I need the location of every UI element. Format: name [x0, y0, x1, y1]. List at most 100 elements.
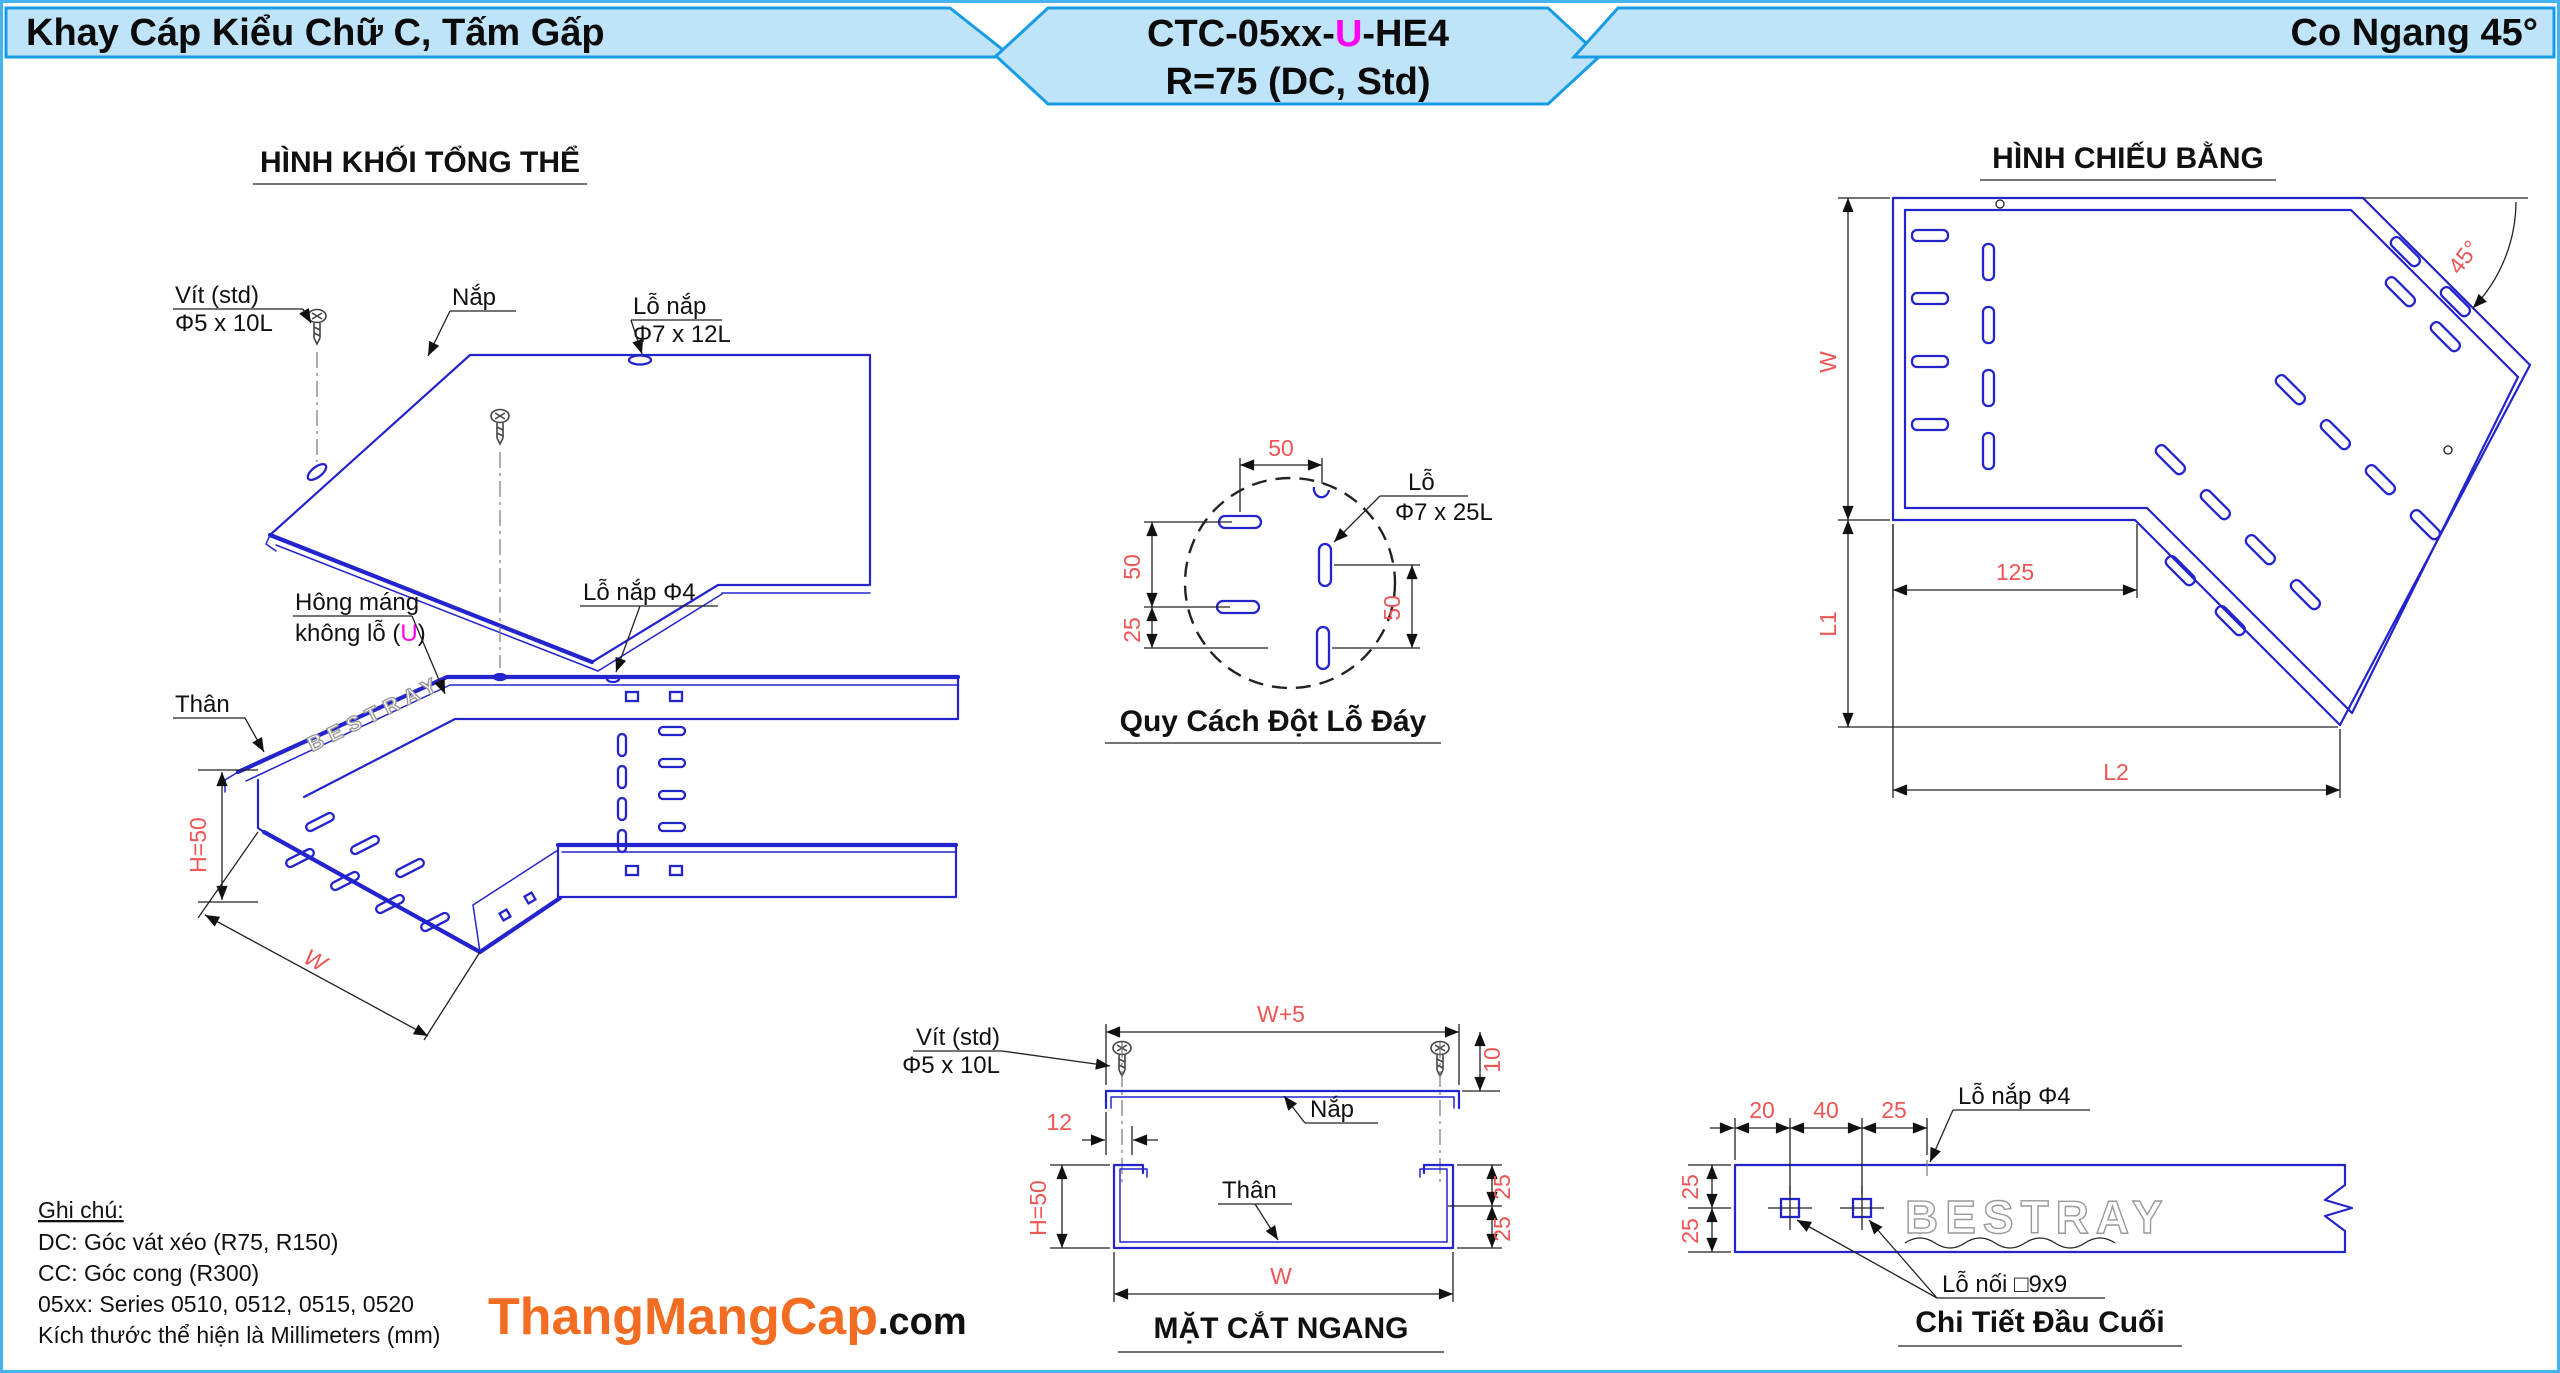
plan-dim-angle: 45° [2363, 197, 2528, 309]
part-code: CTC-05xx-U-HE4 [1147, 13, 1449, 55]
svg-text:Hông máng: Hông máng [295, 589, 419, 616]
svg-text:40: 40 [1813, 1097, 1839, 1123]
notes-heading: Ghi chú: [38, 1197, 124, 1223]
plan-title: HÌNH CHIẾU BẰNG [1992, 141, 2264, 175]
footer-logo: ThangMangCap.com [488, 1288, 967, 1346]
svg-text:H=50: H=50 [185, 817, 211, 873]
plan-slots [1910, 228, 2472, 637]
svg-text:W: W [1815, 351, 1841, 373]
view-isometric: HÌNH KHỐI TỔNG THỂ [173, 145, 961, 1041]
section-dim-h: H=50 [1025, 1164, 1110, 1249]
svg-text:Φ7 x 12L: Φ7 x 12L [633, 321, 731, 348]
plan-dim-125: 125 [1892, 524, 2138, 598]
end-title: Chi Tiết Đầu Cuối [1915, 1306, 2164, 1339]
svg-text:Φ5 x 10L: Φ5 x 10L [902, 1052, 1000, 1079]
plan-dim-l1: L1 [1815, 520, 2338, 728]
view-punch-pattern: 50 50 25 50 Lỗ Φ7 x 25L Quy Cách Đột Lỗ … [1105, 435, 1493, 744]
svg-text:H=50: H=50 [1025, 1180, 1051, 1236]
svg-text:Thân: Thân [1222, 1177, 1277, 1204]
section-dim-25-25: 25 25 [1448, 1164, 1515, 1249]
end-dims-top: 20 40 25 [1710, 1097, 1928, 1194]
note-line-2: CC: Góc cong (R300) [38, 1260, 259, 1286]
iso-brand-emboss: BESTRAY [304, 671, 447, 756]
section-dim-w: W [1113, 1252, 1454, 1302]
svg-text:10: 10 [1479, 1047, 1505, 1073]
svg-text:Vít (std): Vít (std) [916, 1024, 1000, 1051]
iso-label-side: Hông máng không lỗ (U) [293, 589, 446, 695]
plan-center-mark-2 [2443, 445, 2453, 455]
section-dim-12: 12 [1046, 1109, 1158, 1155]
section-dim-10: 10 [1462, 1032, 1505, 1092]
section-label-screw: Vít (std) Φ5 x 10L [902, 1024, 1111, 1079]
plan-outline [1891, 196, 2532, 727]
svg-text:Φ5 x 10L: Φ5 x 10L [175, 310, 273, 337]
svg-text:45°: 45° [2443, 235, 2485, 278]
fitting-name: Co Ngang 45° [2291, 12, 2538, 54]
plan-dim-l2: L2 [1892, 524, 2341, 798]
end-brand-underline [1904, 1237, 2116, 1249]
svg-text:Nắp: Nắp [1310, 1096, 1354, 1123]
section-title: MẶT CẮT NGANG [1154, 1311, 1409, 1345]
svg-text:12: 12 [1046, 1109, 1072, 1135]
section-dim-w5: W+5 [1105, 1001, 1460, 1085]
note-line-3: 05xx: Series 0510, 0512, 0515, 0520 [38, 1291, 414, 1317]
part-subtitle: R=75 (DC, Std) [1166, 61, 1431, 103]
punch-label-hole: Lỗ Φ7 x 25L [1333, 469, 1493, 543]
svg-text:Lỗ: Lỗ [1408, 469, 1435, 496]
svg-text:L2: L2 [2103, 759, 2129, 785]
view-end-detail: BESTRAY 20 40 25 25 25 Lỗ nắp Φ4 Lỗ nối … [1677, 1083, 2354, 1347]
svg-text:25: 25 [1677, 1174, 1703, 1200]
header-right-box [1570, 6, 2556, 59]
iso-dim-h: H=50 [185, 769, 258, 903]
note-line-1: DC: Góc vát xéo (R75, R150) [38, 1229, 338, 1255]
view-section: W+5 10 12 Nắp Thân H=50 [902, 1001, 1515, 1353]
svg-text:50: 50 [1268, 435, 1294, 461]
title-block: Khay Cáp Kiểu Chữ C, Tấm Gấp CTC-05xx-U-… [4, 6, 2556, 106]
svg-text:W+5: W+5 [1257, 1001, 1305, 1027]
svg-text:25: 25 [1881, 1097, 1907, 1123]
end-plate [1733, 1163, 2354, 1254]
punch-dim-top: 50 [1239, 435, 1323, 512]
plan-center-mark-1 [1995, 199, 2005, 209]
plan-dim-w: W [1815, 197, 1890, 521]
end-dims-left: 25 25 [1677, 1164, 1731, 1253]
sheet-title: Khay Cáp Kiểu Chữ C, Tấm Gấp [26, 12, 605, 54]
svg-text:Lỗ nắp Φ4: Lỗ nắp Φ4 [1958, 1083, 2071, 1110]
svg-text:20: 20 [1749, 1097, 1775, 1123]
svg-text:W: W [1270, 1263, 1292, 1289]
punch-dim-right: 50 [1332, 564, 1420, 649]
svg-text:Lỗ nối □9x9: Lỗ nối □9x9 [1942, 1271, 2067, 1298]
svg-text:Nắp: Nắp [452, 284, 496, 311]
iso-dim-w: W [197, 831, 481, 1041]
section-body [1112, 1163, 1455, 1250]
iso-cover [265, 353, 872, 672]
svg-text:125: 125 [1996, 559, 2034, 585]
iso-side-line2: không lỗ (U) [295, 620, 426, 647]
logo-text: ThangMangCap.com [488, 1288, 967, 1346]
punch-dim-left: 50 25 [1119, 521, 1268, 649]
iso-title: HÌNH KHỐI TỔNG THỂ [260, 145, 580, 179]
svg-text:W: W [300, 943, 333, 977]
section-label-body: Thân [1218, 1177, 1292, 1241]
section-label-cover: Nắp [1283, 1095, 1378, 1124]
iso-body: BESTRAY [224, 670, 961, 955]
svg-text:50: 50 [1119, 554, 1145, 580]
iso-label-cover: Nắp [427, 284, 516, 357]
end-brand: BESTRAY [1905, 1191, 2170, 1243]
iso-label-cover-hole: Lỗ nắp Φ7 x 12L [630, 293, 731, 355]
iso-screw-1 [307, 308, 327, 345]
svg-text:25: 25 [1489, 1216, 1515, 1242]
section-cover [1104, 1089, 1461, 1110]
svg-text:Lỗ nắp: Lỗ nắp [633, 293, 706, 320]
end-label-joint: Lỗ nối □9x9 [1796, 1219, 2105, 1299]
iso-screw-2 [490, 408, 510, 445]
svg-text:Thân: Thân [175, 691, 230, 718]
note-line-4: Kích thước thể hiện là Millimeters (mm) [38, 1322, 440, 1348]
punch-title: Quy Cách Đột Lỗ Đáy [1120, 704, 1427, 738]
end-label-hole4: Lỗ nắp Φ4 [1929, 1083, 2090, 1163]
svg-text:25: 25 [1119, 617, 1145, 643]
svg-text:25: 25 [1677, 1218, 1703, 1244]
view-plan: HÌNH CHIẾU BẰNG [1815, 141, 2532, 798]
